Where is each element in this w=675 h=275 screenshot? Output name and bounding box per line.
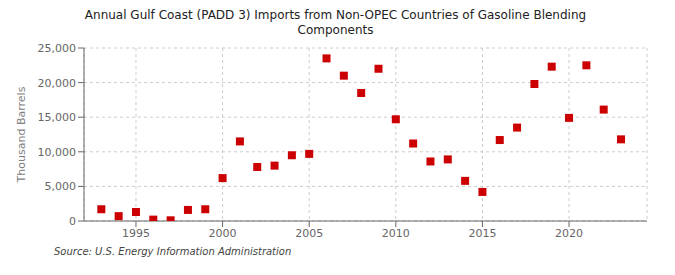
svg-text:5,000: 5,000 [45,180,77,193]
svg-text:20,000: 20,000 [38,77,77,90]
html-text:Annual Gulf Coast (PADD 3) Imp: Annual Gulf Coast (PADD 3) Imports from … [84,8,587,37]
svg-text:10,000: 10,000 [38,146,77,159]
svg-text:1995: 1995 [122,227,150,240]
svg-text:2000: 2000 [209,227,237,240]
svg-text:0: 0 [69,215,76,228]
svg-text:25,000: 25,000 [38,42,77,55]
svg-text:2020: 2020 [555,227,583,240]
svg-text:Thousand Barrels: Thousand Barrels [15,86,28,183]
svg-text:2015: 2015 [468,227,496,240]
svg-text:2005: 2005 [295,227,323,240]
html-text:Source: U.S. Energy Informatio: Source: U.S. Energy Information Administ… [54,246,292,257]
svg-text:15,000: 15,000 [38,111,77,124]
svg-text:2010: 2010 [382,227,410,240]
